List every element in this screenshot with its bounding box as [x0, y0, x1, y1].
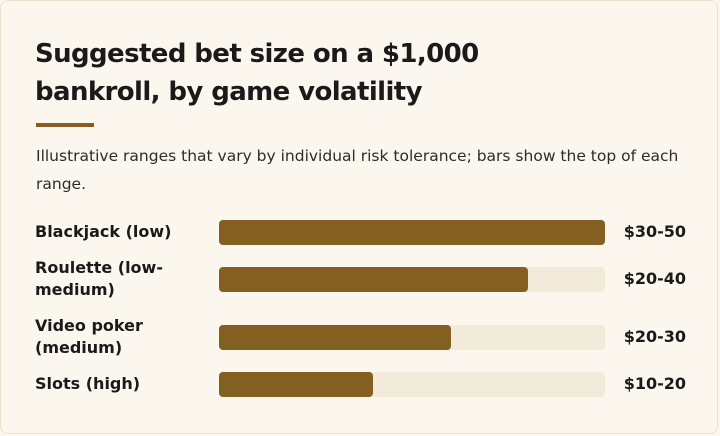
chart-subtitle: Illustrative ranges that vary by individ… — [36, 147, 679, 193]
bar-track — [219, 266, 605, 292]
bar — [219, 371, 374, 397]
bar-track — [219, 371, 605, 397]
bar — [219, 266, 528, 292]
value-label: $20-30 — [623, 327, 686, 346]
category-label: Slots (high) — [35, 374, 141, 393]
chart-title: Suggested bet size on a $1,000 bankroll,… — [35, 39, 479, 107]
bar — [219, 219, 605, 245]
value-label: $30-50 — [623, 222, 686, 241]
bar-track — [219, 219, 605, 245]
category-label: Roulette (low-medium) — [35, 258, 163, 299]
value-label: $10-20 — [623, 374, 686, 393]
category-label: Blackjack (low) — [35, 222, 172, 241]
bar-track — [219, 324, 605, 350]
value-label: $20-40 — [623, 269, 686, 288]
category-label: Video poker (medium) — [35, 316, 143, 357]
bar — [219, 324, 451, 350]
title-accent-rule — [36, 123, 94, 127]
